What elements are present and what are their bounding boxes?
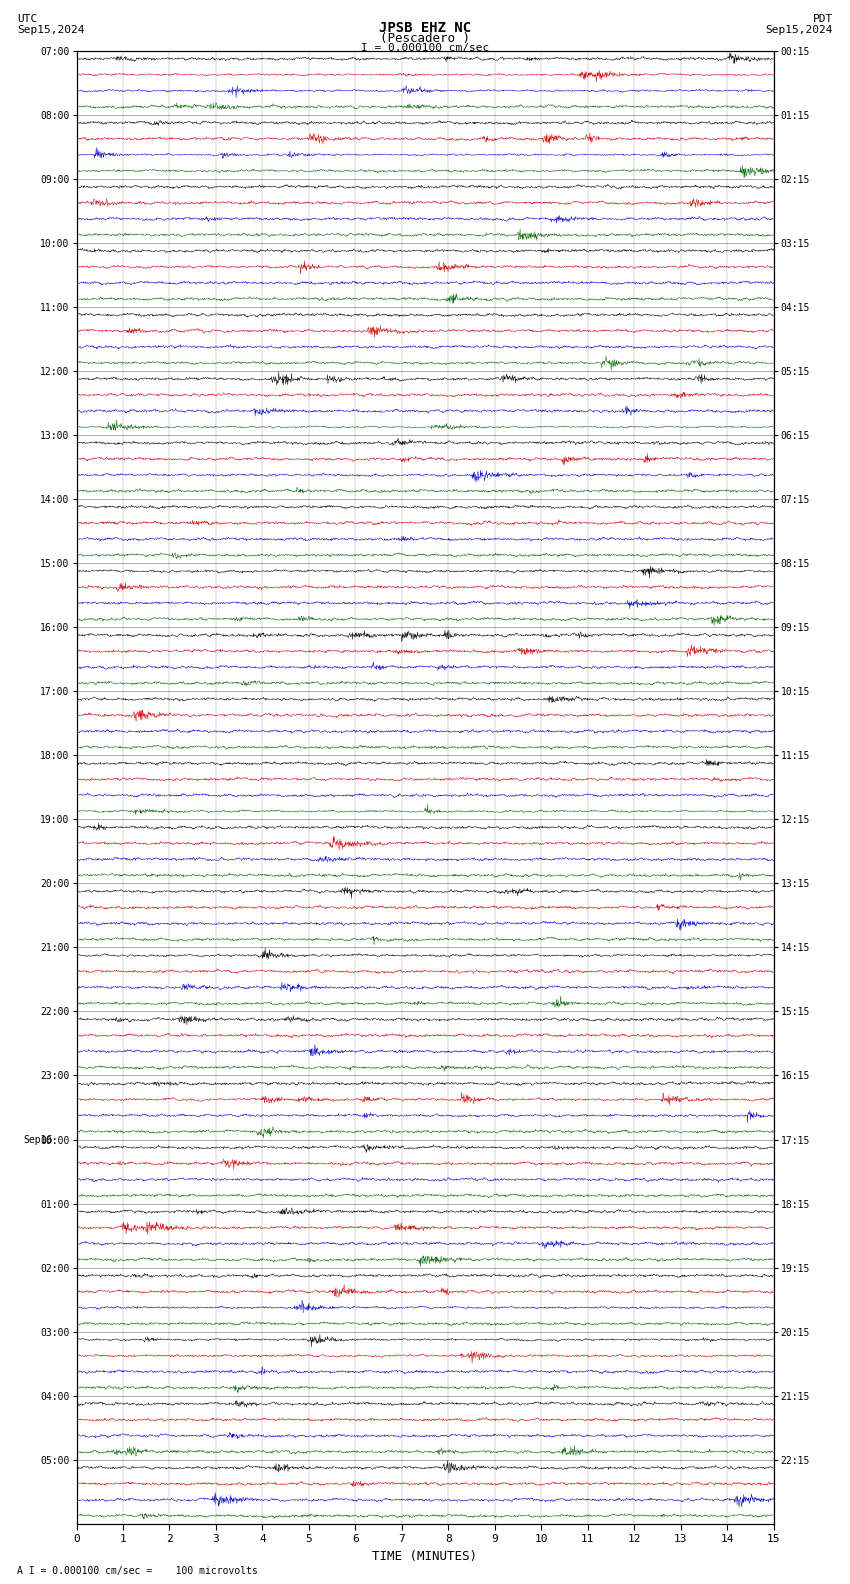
Text: Sep15,2024: Sep15,2024: [766, 25, 833, 35]
Text: UTC: UTC: [17, 14, 37, 24]
Text: A I = 0.000100 cm/sec =    100 microvolts: A I = 0.000100 cm/sec = 100 microvolts: [17, 1567, 258, 1576]
Text: (Pescadero ): (Pescadero ): [380, 32, 470, 44]
Text: Sep16: Sep16: [24, 1134, 53, 1145]
X-axis label: TIME (MINUTES): TIME (MINUTES): [372, 1549, 478, 1563]
Text: JPSB EHZ NC: JPSB EHZ NC: [379, 21, 471, 35]
Text: PDT: PDT: [813, 14, 833, 24]
Text: Sep15,2024: Sep15,2024: [17, 25, 84, 35]
Text: I = 0.000100 cm/sec: I = 0.000100 cm/sec: [361, 43, 489, 52]
